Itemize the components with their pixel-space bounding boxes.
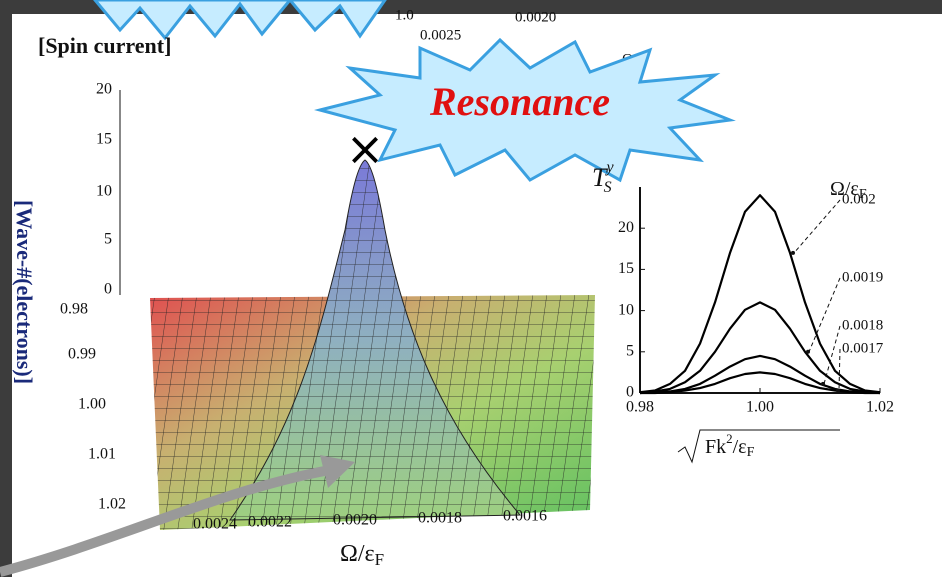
starburst	[314, 37, 736, 183]
legend-title: Ω/εF	[830, 178, 867, 203]
x-tick-label: 0.98	[626, 399, 654, 416]
z-tick-label: 5	[104, 231, 112, 248]
leader-line	[793, 199, 841, 254]
leader-line	[823, 325, 841, 385]
y-tick-label: 10	[618, 301, 634, 318]
y-tick-label: 0	[626, 384, 634, 401]
arrow-head	[320, 455, 355, 488]
curve	[639, 194, 881, 394]
surface-peak-mesh	[230, 160, 520, 520]
omega-ticks: 0.0024 0.0022 0.0020 0.0018 0.0016	[193, 508, 547, 533]
leader-line	[808, 277, 841, 352]
y-axis-label: Ty S	[592, 159, 614, 196]
k-tick-label: 1.02	[98, 496, 126, 513]
surface-x-label: Ω/εF	[340, 541, 384, 569]
label-sup: y	[604, 159, 614, 176]
label-sub: F	[747, 445, 755, 460]
label-tail: /ε	[733, 436, 747, 458]
label-main: Ω/ε	[830, 178, 859, 200]
curve-label: 0.002	[842, 191, 876, 207]
z-ticks: 20 15 10 5 0	[96, 81, 112, 298]
sqrt-sign	[677, 429, 840, 464]
starburst	[93, 0, 387, 41]
y-tick-label: 20	[618, 219, 634, 236]
label-sup: 2	[726, 431, 733, 446]
curved-arrow	[0, 465, 331, 577]
curve-label: 0.0017	[842, 340, 884, 356]
label-sub: F	[859, 187, 867, 202]
curve	[639, 354, 881, 395]
x-tick-label: 1.00	[746, 399, 774, 416]
leader-head	[791, 250, 795, 255]
peak-marker: ×	[346, 122, 385, 176]
y-tick-label: 15	[618, 260, 634, 277]
k-tick-label: 1.01	[88, 446, 116, 463]
curve	[640, 371, 880, 395]
omega-tick-label: 0.0020	[333, 512, 377, 529]
x-tick-label: 1.02	[866, 399, 894, 416]
label-sub: F	[375, 550, 384, 569]
label-main: Ω/ε	[340, 541, 375, 567]
z-tick-label: 15	[96, 131, 112, 148]
omega-tick-label: 0.0018	[418, 510, 462, 527]
y-tick-label: 5	[626, 342, 634, 359]
z-tick-label: 10	[96, 183, 112, 200]
k-tick-label: 1.00	[78, 396, 106, 413]
wave-label: [Wave-#(electrons)]	[12, 200, 37, 384]
k-tick-label: 0.99	[68, 346, 96, 363]
curve	[639, 301, 881, 395]
leader-head	[836, 388, 840, 393]
k-ticks: 0.98 0.99 1.00 1.01 1.02	[60, 301, 126, 513]
omega-tick-label: 0.0022	[248, 514, 292, 531]
curve-label: 0.0018	[842, 317, 883, 333]
resonance-text: Resonance	[429, 79, 610, 124]
leader-head	[821, 381, 825, 386]
fragment: 0.0025	[420, 27, 461, 43]
curve-label: 0.0019	[842, 269, 883, 285]
fragment: 0.0020	[515, 9, 556, 25]
label-main: T	[592, 163, 608, 192]
label-sub: S	[604, 179, 612, 196]
omega-tick-label: 0.0016	[503, 508, 547, 525]
z-tick-label: 20	[96, 81, 112, 98]
omega-tick-label: 0.0024	[193, 516, 237, 533]
spin-label: [Spin current]	[38, 33, 171, 58]
x-axis-label: Fk2/εF	[705, 431, 755, 460]
k-tick-label: 0.98	[60, 301, 88, 318]
label-main: Fk	[705, 436, 726, 458]
leader-head	[806, 349, 810, 354]
fragment: 1.0	[395, 7, 414, 23]
z-tick-label: 0	[104, 281, 112, 298]
